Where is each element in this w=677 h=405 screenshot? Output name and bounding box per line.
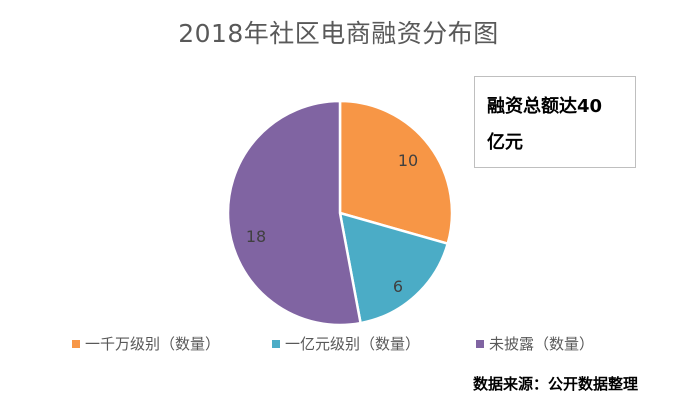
- slice-100m: [338, 211, 450, 325]
- legend-label: 一千万级别（数量）: [85, 335, 221, 353]
- chart-title: 2018年社区电商融资分布图: [178, 19, 499, 48]
- data-label-0: 10: [398, 151, 418, 170]
- legend-item-undisclosed: 未披露（数量）: [476, 333, 594, 354]
- total-funding-note: 融资总额达40 亿元: [474, 76, 636, 168]
- note-line-1: 融资总额达40: [487, 96, 603, 117]
- data-label-1: 6: [393, 277, 403, 296]
- legend-label: 一亿元级别（数量）: [285, 335, 421, 353]
- data-label-2: 18: [246, 227, 266, 246]
- legend: 一千万级别（数量） 一亿元级别（数量） 未披露（数量）: [0, 333, 677, 357]
- legend-swatch-purple: [476, 339, 484, 348]
- legend-swatch-orange: [72, 339, 80, 348]
- slice-10m: [338, 99, 454, 246]
- legend-label: 未披露（数量）: [489, 335, 595, 353]
- slice-undisclosed: [226, 99, 363, 327]
- data-source: 数据来源：公开数据整理: [473, 375, 639, 393]
- legend-item-10m: 一千万级别（数量）: [72, 333, 220, 354]
- legend-item-100m: 一亿元级别（数量）: [272, 333, 420, 354]
- legend-swatch-teal: [272, 339, 280, 348]
- note-line-2: 亿元: [487, 132, 523, 153]
